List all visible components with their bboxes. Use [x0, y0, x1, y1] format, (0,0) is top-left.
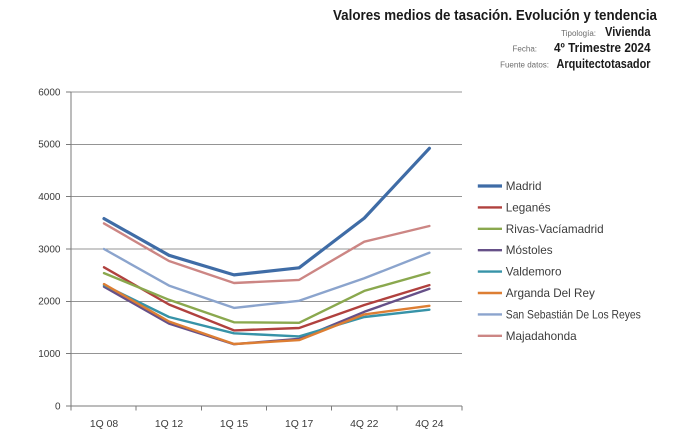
svg-text:6000: 6000 [38, 87, 61, 98]
svg-text:San Sebastián De Los Reyes: San Sebastián De Los Reyes [506, 308, 641, 321]
svg-text:4000: 4000 [38, 192, 61, 203]
svg-text:Arquitectotasador: Arquitectotasador [557, 57, 651, 71]
svg-text:2000: 2000 [38, 297, 61, 308]
svg-text:Leganés: Leganés [506, 201, 551, 214]
svg-text:1Q 08: 1Q 08 [90, 419, 119, 430]
svg-text:Valores medios de tasación. Ev: Valores medios de tasación. Evolución y … [333, 7, 658, 24]
svg-text:Fuente datos:: Fuente datos: [500, 61, 549, 70]
svg-text:1000: 1000 [38, 349, 61, 360]
svg-text:3000: 3000 [38, 244, 61, 255]
svg-text:Rivas-Vacíamadrid: Rivas-Vacíamadrid [506, 223, 604, 236]
svg-text:0: 0 [55, 401, 61, 412]
svg-text:4º Trimestre 2024: 4º Trimestre 2024 [554, 41, 651, 55]
svg-text:1Q 12: 1Q 12 [155, 419, 184, 430]
svg-text:1Q 17: 1Q 17 [285, 419, 314, 430]
svg-text:Madrid: Madrid [506, 180, 542, 193]
svg-text:Majadahonda: Majadahonda [506, 330, 577, 343]
svg-text:5000: 5000 [38, 140, 61, 151]
svg-text:Móstoles: Móstoles [506, 244, 553, 257]
svg-text:Tipología:: Tipología: [561, 29, 596, 38]
svg-text:4Q 24: 4Q 24 [415, 419, 444, 430]
svg-text:Fecha:: Fecha: [513, 45, 537, 54]
svg-text:Valdemoro: Valdemoro [506, 266, 562, 279]
svg-text:1Q 15: 1Q 15 [220, 419, 249, 430]
svg-text:Arganda Del Rey: Arganda Del Rey [506, 287, 595, 300]
svg-text:4Q 22: 4Q 22 [350, 419, 379, 430]
svg-text:Vivienda: Vivienda [605, 25, 651, 39]
